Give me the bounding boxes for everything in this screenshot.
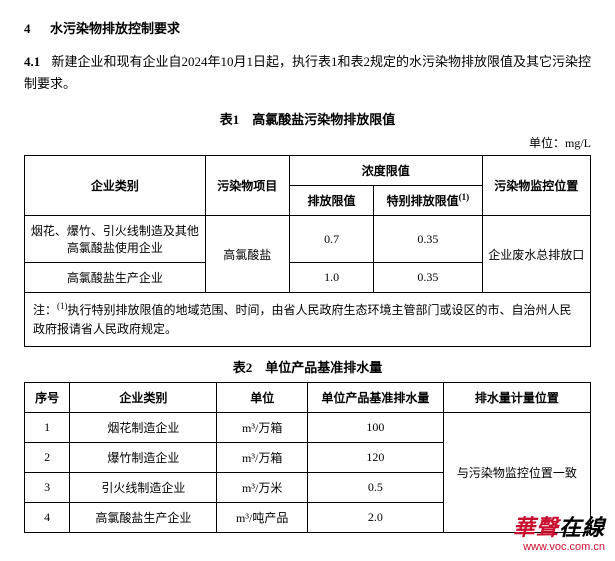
footnote-label: 注：: [33, 303, 57, 317]
cell-monitor-position: 企业废水总排放口: [482, 216, 590, 293]
section-heading: 4 水污染物排放控制要求: [24, 18, 591, 37]
th-measure-position: 排水量计量位置: [443, 382, 590, 412]
cell-unit: m³/万箱: [217, 442, 308, 472]
table-row: 1 烟花制造企业 m³/万箱 100 与污染物监控位置一致: [25, 412, 591, 442]
cell-value: 100: [307, 412, 443, 442]
th-discharge-limit: 排放限值: [289, 186, 373, 216]
th-monitor-position: 污染物监控位置: [482, 156, 590, 216]
watermark-brand: 華聲在線: [513, 515, 605, 541]
cell-unit: m³/万米: [217, 472, 308, 502]
cell-seq: 4: [25, 502, 70, 532]
cell-discharge: 0.7: [289, 216, 373, 263]
cell-seq: 1: [25, 412, 70, 442]
brand-accent: 在線: [559, 515, 605, 540]
table-row: 注：(1)执行特别排放限值的地域范围、时间，由省人民政府生态环境主管部门或设区的…: [25, 293, 591, 346]
cell-pollutant: 高氯酸盐: [205, 216, 289, 293]
cell-discharge: 1.0: [289, 263, 373, 293]
table1-footnote: 注：(1)执行特别排放限值的地域范围、时间，由省人民政府生态环境主管部门或设区的…: [25, 293, 591, 346]
th-seq: 序号: [25, 382, 70, 412]
table2-title: 表2 单位产品基准排水量: [24, 357, 591, 376]
cell-category: 引火线制造企业: [70, 472, 217, 502]
cell-unit: m³/万箱: [217, 412, 308, 442]
cell-category: 高氯酸盐生产企业: [25, 263, 206, 293]
th-pollutant: 污染物项目: [205, 156, 289, 216]
cell-value: 0.5: [307, 472, 443, 502]
table2: 序号 企业类别 单位 单位产品基准排水量 排水量计量位置 1 烟花制造企业 m³…: [24, 382, 591, 533]
th-base-discharge: 单位产品基准排水量: [307, 382, 443, 412]
th-category: 企业类别: [70, 382, 217, 412]
watermark-url: www.voc.com.cn: [513, 541, 605, 554]
cell-special: 0.35: [374, 216, 482, 263]
table1-unit: 单位：mg/L: [24, 134, 591, 151]
special-limit-sup: (1): [459, 192, 470, 202]
cell-value: 2.0: [307, 502, 443, 532]
cell-category: 爆竹制造企业: [70, 442, 217, 472]
cell-category: 烟花、爆竹、引火线制造及其他高氯酸盐使用企业: [25, 216, 206, 263]
footnote-sup: (1): [57, 301, 68, 311]
subsection: 4.1 新建企业和现有企业自2024年10月1日起，执行表1和表2规定的水污染物…: [24, 51, 591, 95]
th-special-limit: 特别排放限值(1): [374, 186, 482, 216]
section-title: 水污染物排放控制要求: [50, 21, 180, 36]
table1-title: 表1 高氯酸盐污染物排放限值: [24, 109, 591, 128]
th-unit: 单位: [217, 382, 308, 412]
cell-seq: 3: [25, 472, 70, 502]
footnote-text: 执行特别排放限值的地域范围、时间，由省人民政府生态环境主管部门或设区的市、自治州…: [33, 303, 572, 336]
cell-value: 120: [307, 442, 443, 472]
th-concentration: 浓度限值: [289, 156, 482, 186]
cell-unit: m³/吨产品: [217, 502, 308, 532]
cell-seq: 2: [25, 442, 70, 472]
subsection-text: 新建企业和现有企业自2024年10月1日起，执行表1和表2规定的水污染物排放限值…: [24, 54, 591, 91]
cell-category: 烟花制造企业: [70, 412, 217, 442]
section-number: 4: [24, 21, 31, 36]
cell-special: 0.35: [374, 263, 482, 293]
th-category: 企业类别: [25, 156, 206, 216]
special-limit-label: 特别排放限值: [387, 194, 459, 208]
watermark: 華聲在線 www.voc.com.cn: [513, 515, 605, 555]
table-row: 烟花、爆竹、引火线制造及其他高氯酸盐使用企业 高氯酸盐 0.7 0.35 企业废…: [25, 216, 591, 263]
brand-main: 華聲: [513, 515, 559, 540]
table1: 企业类别 污染物项目 浓度限值 污染物监控位置 排放限值 特别排放限值(1) 烟…: [24, 155, 591, 346]
table-row: 序号 企业类别 单位 单位产品基准排水量 排水量计量位置: [25, 382, 591, 412]
table-row: 企业类别 污染物项目 浓度限值 污染物监控位置: [25, 156, 591, 186]
cell-category: 高氯酸盐生产企业: [70, 502, 217, 532]
subsection-number: 4.1: [24, 54, 40, 69]
